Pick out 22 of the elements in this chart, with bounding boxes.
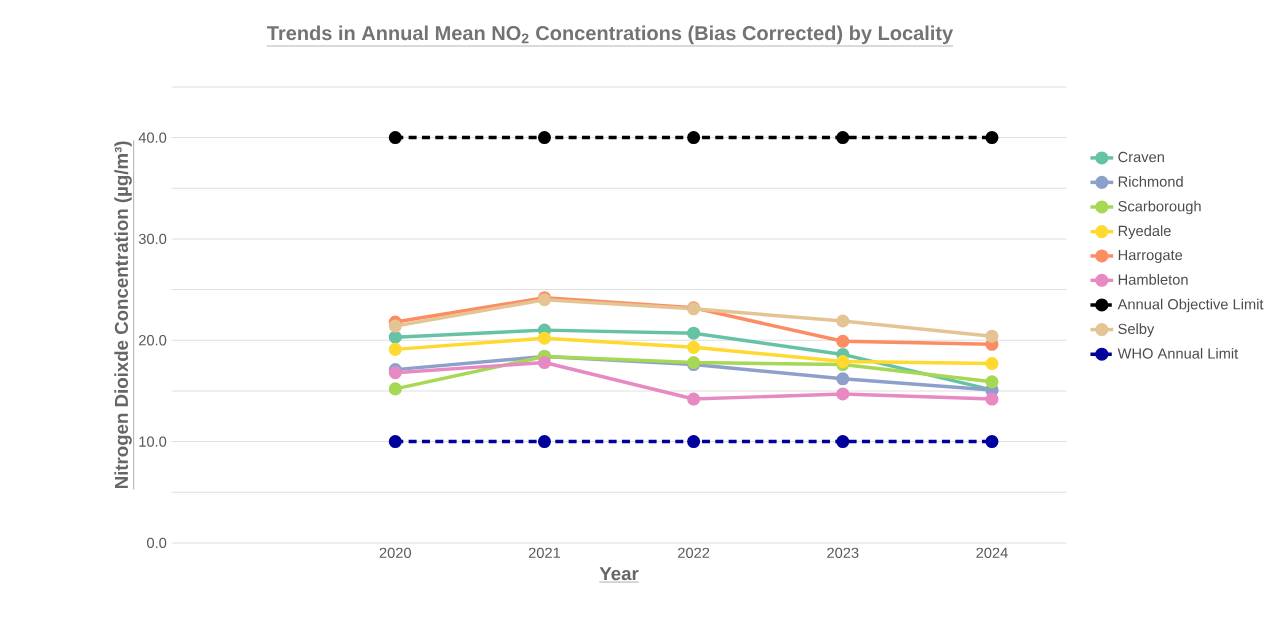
x-tick-label: 2023 (827, 547, 859, 559)
y-tick-label: 20.0 (139, 335, 167, 346)
legend-label: Ryedale (1118, 225, 1171, 239)
legend-label: WHO Annual Limit (1117, 347, 1239, 359)
x-tick-label: 2021 (528, 547, 561, 559)
legend-label: Craven (1118, 151, 1164, 163)
y-tick-label: 10.0 (139, 436, 167, 447)
x-axis-title: Year (599, 567, 639, 581)
x-tick-label: 2022 (678, 547, 710, 559)
legend-label: Hambleton (1118, 274, 1188, 285)
legend-label: Annual Objective Limit (1117, 298, 1264, 313)
y-tick-label: 40.0 (138, 132, 167, 143)
chart-title: Trends in Annual Mean NO$_{2}$ Concentrations (Bias Corrected) by Locality (267, 25, 954, 45)
x-tick-label: 2024 (976, 547, 1008, 559)
x-tick-label: 2020 (379, 547, 412, 559)
legend-label: Scarborough (1118, 200, 1201, 215)
legend-label: Harrogate (1118, 249, 1183, 264)
y-axis-title: Nitrogen Dioixde Concentration (µg/m³) (114, 141, 132, 489)
y-tick-label: 30.0 (138, 233, 167, 245)
y-tick-label: 0.0 (147, 537, 167, 549)
legend-label: Selby (1118, 323, 1155, 337)
legend-label: Richmond (1118, 176, 1183, 187)
